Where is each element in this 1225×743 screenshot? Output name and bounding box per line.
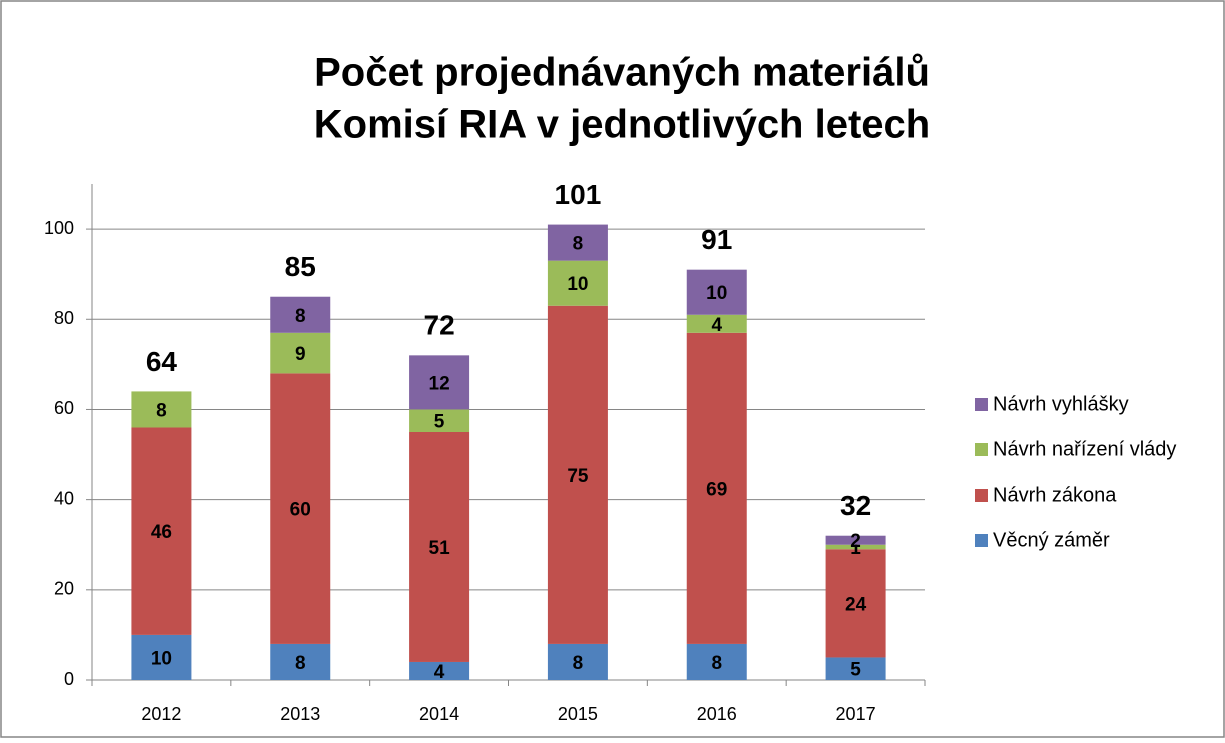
bar-segment	[686, 314, 747, 333]
data-label: 24	[845, 594, 867, 615]
total-label: 32	[840, 490, 871, 521]
data-label: 4	[434, 662, 445, 683]
total-label: 85	[285, 251, 316, 282]
bar-segment	[270, 332, 331, 374]
total-label: 91	[701, 224, 732, 255]
y-tick-label: 20	[54, 579, 74, 599]
bar-segment	[270, 373, 331, 644]
legend-label: Věcný záměr	[993, 529, 1110, 551]
legend-label: Návrh zákona	[993, 484, 1117, 506]
bar-segment	[270, 296, 331, 333]
bar-segment	[825, 544, 886, 550]
bar-segment	[825, 535, 886, 545]
legend-label: Návrh vyhlášky	[993, 393, 1129, 415]
data-label: 8	[295, 306, 306, 327]
data-label: 8	[711, 653, 722, 674]
bar-segment	[131, 634, 192, 680]
x-tick-label: 2013	[280, 704, 320, 724]
x-tick-label: 2015	[558, 704, 598, 724]
bar-segment	[409, 355, 470, 410]
bar-segment	[686, 269, 747, 315]
bar-segment	[131, 427, 192, 635]
y-tick-label: 40	[54, 488, 74, 508]
legend-label: Návrh nařízení vlády	[993, 438, 1176, 460]
data-label: 10	[151, 648, 172, 669]
data-label: 5	[850, 660, 861, 681]
data-label: 8	[295, 653, 306, 674]
y-tick-label: 80	[54, 308, 74, 328]
bar-segment	[547, 224, 608, 261]
legend-swatch	[975, 489, 988, 502]
legend-swatch	[975, 398, 988, 411]
y-tick-label: 0	[64, 669, 74, 689]
bar-segment	[825, 657, 886, 680]
x-tick-label: 2017	[836, 704, 876, 724]
total-label: 64	[146, 346, 178, 377]
y-tick-label: 100	[44, 218, 74, 238]
data-label: 60	[290, 500, 311, 521]
data-label: 2	[850, 531, 861, 552]
chart-title: Komisí RIA v jednotlivých letech	[314, 103, 930, 147]
bar-segment	[409, 661, 470, 680]
chart-title: Počet projednávaných materiálů	[314, 51, 930, 95]
legend-swatch	[975, 534, 988, 547]
legend-swatch	[975, 443, 988, 456]
total-label: 72	[424, 310, 455, 341]
bar-segment	[686, 643, 747, 680]
x-tick-label: 2012	[141, 704, 181, 724]
data-label: 69	[706, 479, 727, 500]
data-label: 12	[429, 373, 450, 394]
data-label: 5	[434, 412, 445, 433]
x-tick-label: 2014	[419, 704, 459, 724]
total-label: 101	[555, 179, 602, 210]
bar-segment	[547, 260, 608, 306]
data-label: 9	[295, 344, 306, 365]
data-label: 4	[711, 315, 722, 336]
data-label: 8	[156, 400, 167, 421]
data-label: 8	[573, 653, 584, 674]
data-label: 10	[567, 274, 588, 295]
bar-segment	[547, 643, 608, 680]
x-tick-label: 2016	[697, 704, 737, 724]
bar-segment	[270, 643, 331, 680]
bar-segment	[409, 409, 470, 432]
bar-segment	[825, 549, 886, 658]
bar-segment	[131, 391, 192, 428]
data-label: 8	[573, 234, 584, 255]
data-label: 46	[151, 522, 172, 543]
bar-segment	[547, 305, 608, 644]
bar-segment	[686, 332, 747, 644]
bar-segment	[409, 432, 470, 662]
data-label: 51	[429, 538, 451, 559]
y-tick-label: 60	[54, 398, 74, 418]
data-label: 10	[706, 283, 727, 304]
data-label: 1	[850, 538, 861, 559]
data-label: 75	[567, 466, 589, 487]
